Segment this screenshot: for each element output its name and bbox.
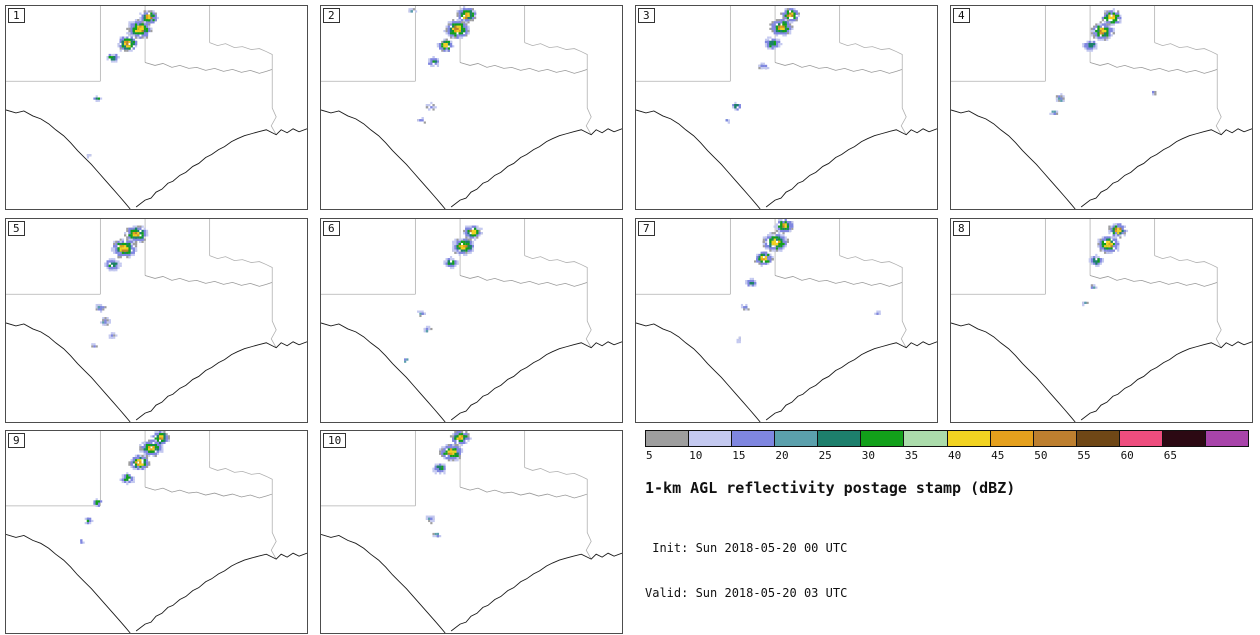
radar-echoes xyxy=(86,10,159,159)
colorbar-segment xyxy=(1162,431,1207,446)
colorbar-segment xyxy=(1076,431,1120,446)
forecast-member-panel: 4 xyxy=(950,5,1253,210)
forecast-member-panel: 10 xyxy=(320,430,623,634)
colorbar-segment xyxy=(646,431,690,446)
radar-echoes xyxy=(1049,8,1157,115)
member-number: 5 xyxy=(8,221,25,236)
member-number: 2 xyxy=(323,8,340,23)
member-number: 10 xyxy=(323,433,347,448)
member-number: 1 xyxy=(8,8,25,23)
forecast-member-panel: 5 xyxy=(5,218,308,423)
colorbar-tick-label: 60 xyxy=(1120,449,1134,462)
reflectivity-colorbar xyxy=(645,430,1249,447)
colorbar-tick-label: 30 xyxy=(861,449,875,462)
member-map xyxy=(636,6,937,209)
member-number: 3 xyxy=(638,8,655,23)
colorbar-segment xyxy=(1033,431,1077,446)
colorbar-segment xyxy=(775,431,819,446)
radar-echoes xyxy=(736,219,881,344)
member-map xyxy=(321,431,622,633)
radar-echoes xyxy=(91,225,149,348)
radar-echoes xyxy=(408,6,477,124)
radar-echoes xyxy=(725,8,800,124)
forecast-member-panel: 6 xyxy=(320,218,623,423)
forecast-member-panel: 2 xyxy=(320,5,623,210)
member-map xyxy=(6,431,307,633)
colorbar-tick-label: 35 xyxy=(904,449,919,462)
colorbar-segment xyxy=(990,431,1034,446)
colorbar-tick-label: 45 xyxy=(991,449,1005,462)
colorbar-tick-labels: 5 10 15 20 25 30 35 40 45 50 55 60 65 xyxy=(645,449,1249,463)
member-map xyxy=(951,6,1252,209)
radar-echoes xyxy=(404,225,483,363)
colorbar-segment xyxy=(947,431,991,446)
valid-time: Valid: Sun 2018-05-20 03 UTC xyxy=(645,586,848,600)
radar-echoes xyxy=(80,431,170,544)
forecast-member-panel: 1 xyxy=(5,5,308,210)
member-map xyxy=(321,6,622,209)
member-map xyxy=(6,6,307,209)
colorbar-tick-label: 65 xyxy=(1163,449,1177,462)
member-map xyxy=(636,219,937,422)
colorbar-tick-label: 25 xyxy=(818,449,832,462)
legend-block: 5 10 15 20 25 30 35 40 45 50 55 60 65 1-km AGL refle… xyxy=(645,430,1249,635)
colorbar-segment xyxy=(732,431,776,446)
member-map xyxy=(951,219,1252,422)
product-title: 1-km AGL reflectivity postage stamp (dBZ… xyxy=(645,479,1016,497)
colorbar-tick-label: 15 xyxy=(732,449,746,462)
member-map xyxy=(6,219,307,422)
radar-echoes xyxy=(425,431,472,538)
colorbar-segment xyxy=(1206,431,1249,446)
forecast-member-panel: 9 xyxy=(5,430,308,634)
member-number: 8 xyxy=(953,221,970,236)
colorbar-segment xyxy=(861,431,905,446)
member-map xyxy=(321,219,622,422)
forecast-member-panel: 8 xyxy=(950,218,1253,423)
member-number: 4 xyxy=(953,8,970,23)
colorbar-tick-label: 40 xyxy=(948,449,962,462)
colorbar-segment xyxy=(689,431,733,446)
forecast-member-panel: 3 xyxy=(635,5,938,210)
init-time: Init: Sun 2018-05-20 00 UTC xyxy=(645,541,848,555)
colorbar-tick-label: 20 xyxy=(775,449,789,462)
colorbar-tick-label: 10 xyxy=(689,449,703,462)
colorbar-segment xyxy=(818,431,862,446)
member-number: 6 xyxy=(323,221,340,236)
radar-echoes xyxy=(1082,223,1129,307)
colorbar-tick-label: 55 xyxy=(1077,449,1091,462)
colorbar-tick-label: 50 xyxy=(1034,449,1048,462)
member-number: 9 xyxy=(8,433,25,448)
colorbar-segment xyxy=(1119,431,1163,446)
member-number: 7 xyxy=(638,221,655,236)
forecast-member-panel: 7 xyxy=(635,218,938,423)
colorbar-tick-label: 5 xyxy=(646,449,653,462)
colorbar-segment xyxy=(904,431,948,446)
time-info: Init: Sun 2018-05-20 00 UTC Valid: Sun 2… xyxy=(645,511,1249,631)
